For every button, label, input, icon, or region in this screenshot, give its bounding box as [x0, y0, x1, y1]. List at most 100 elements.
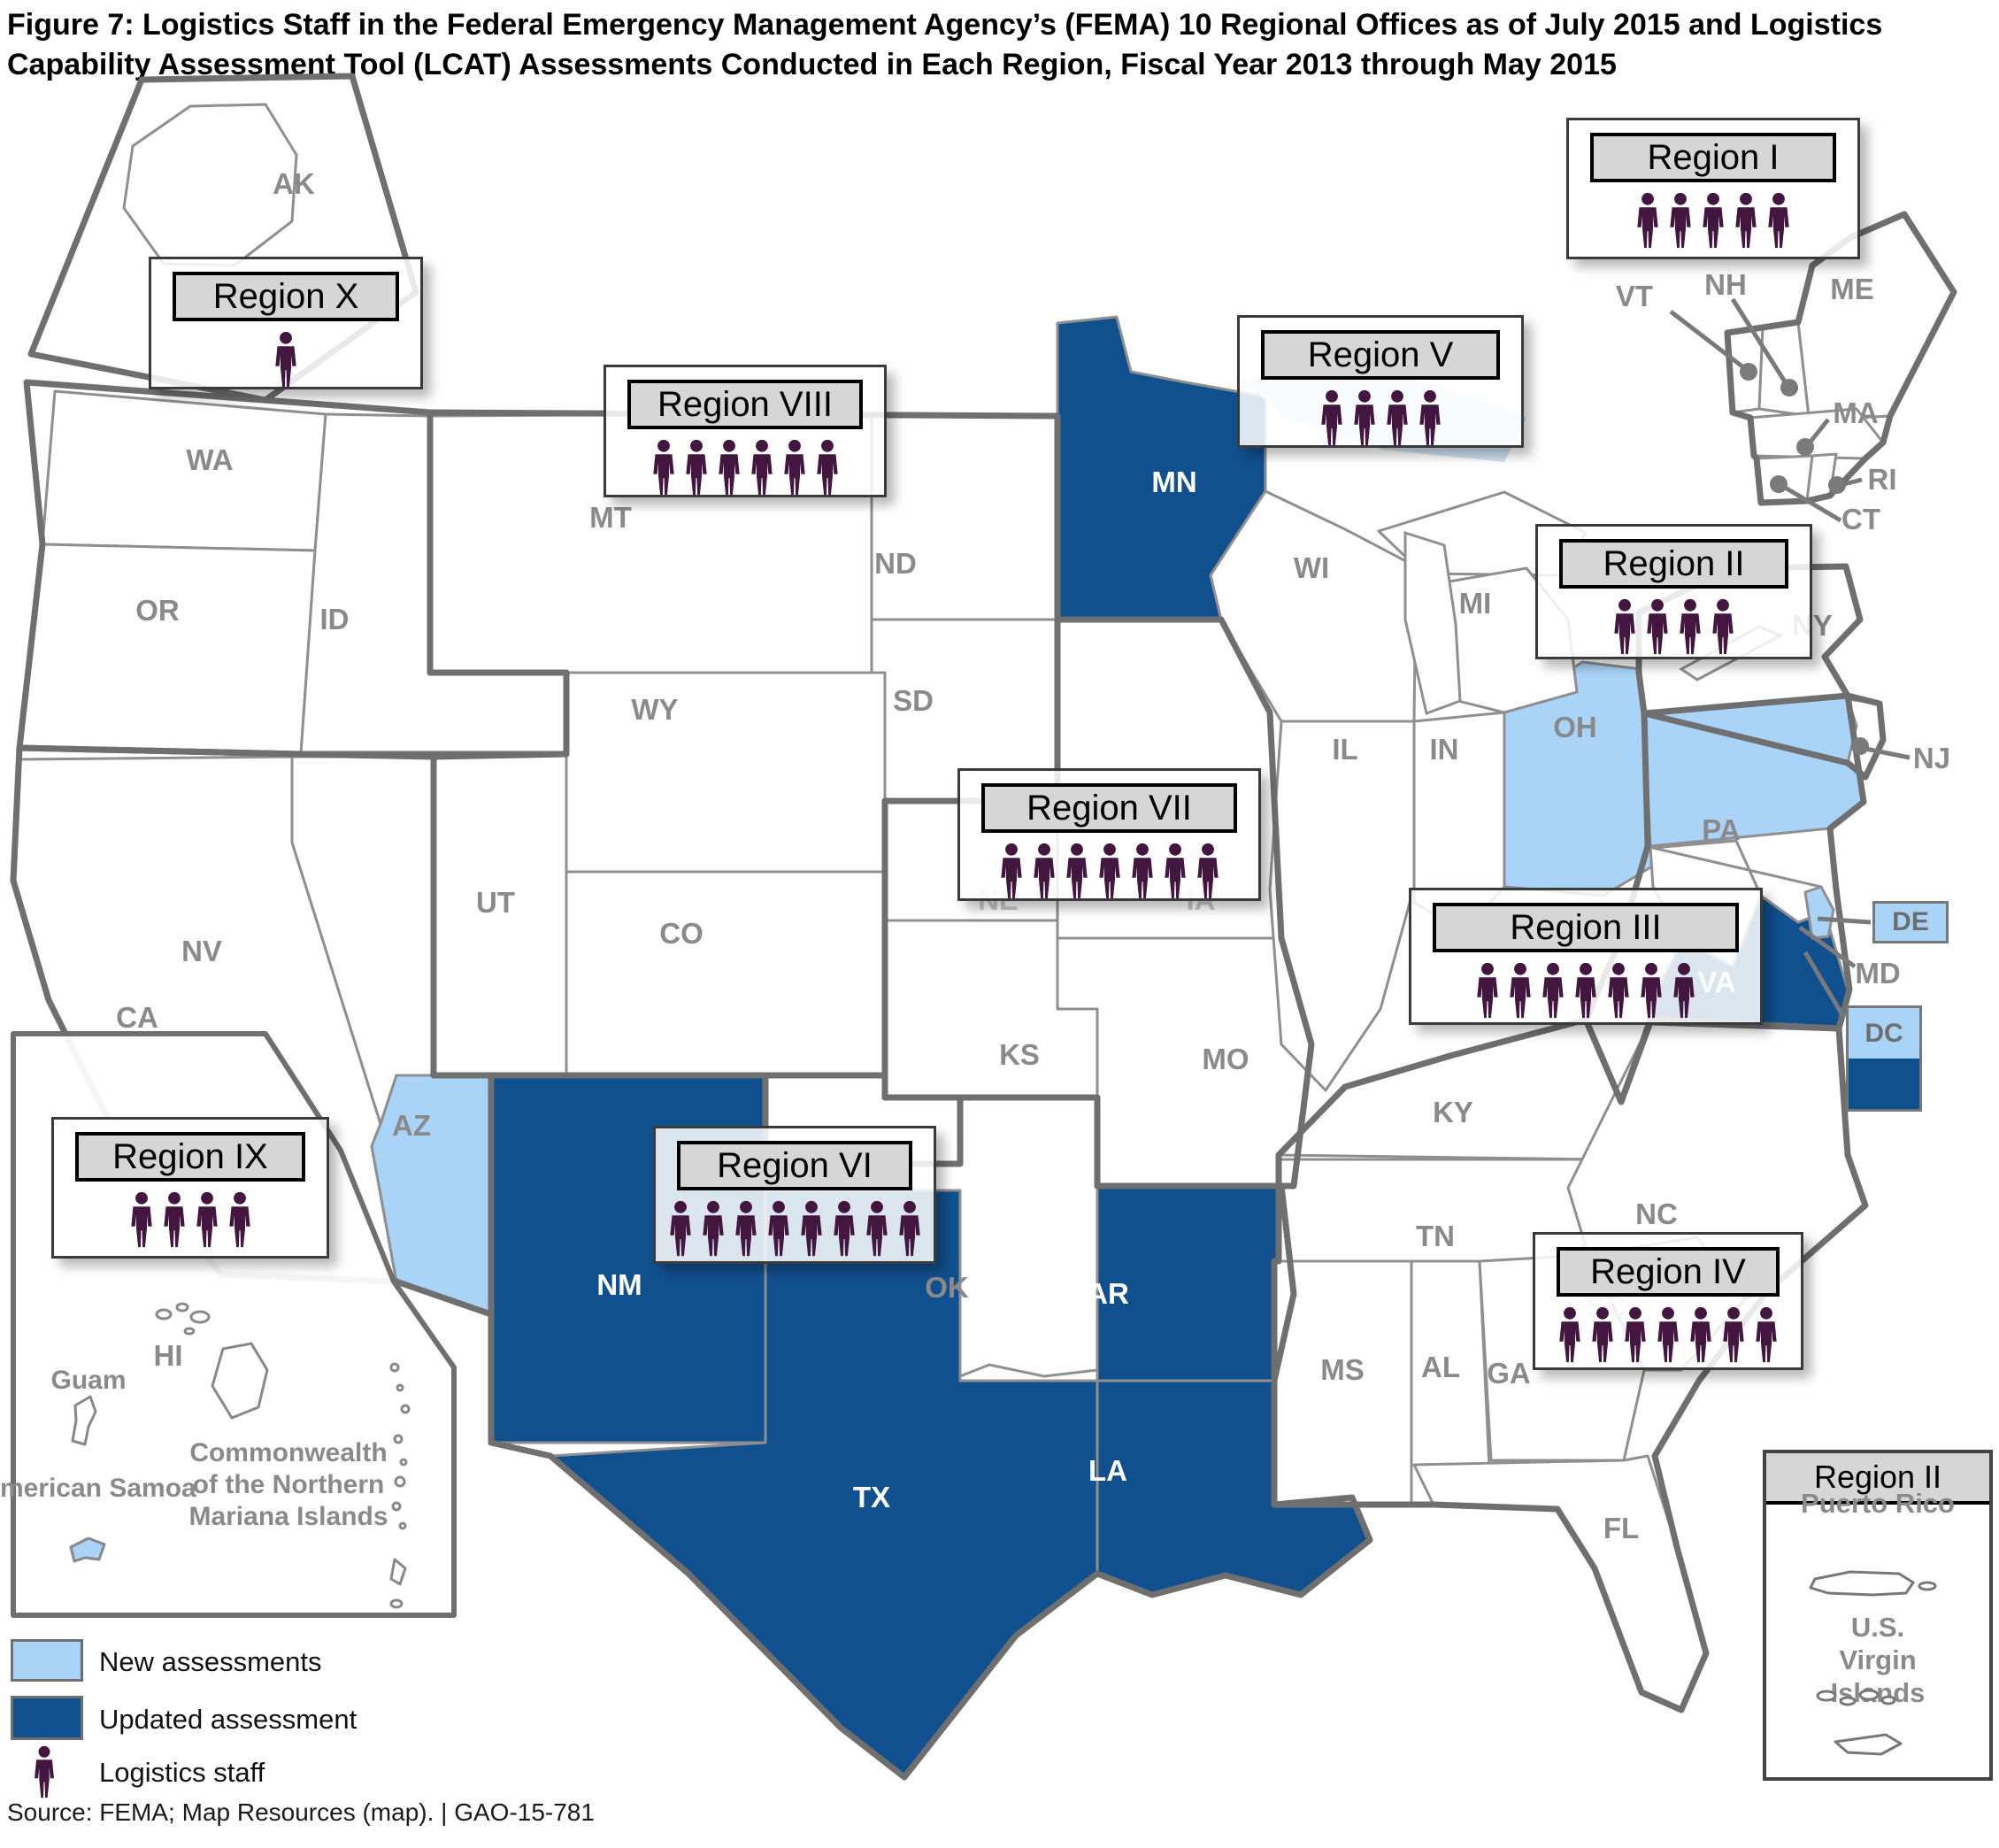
- staff-icons-row: [1557, 1306, 1780, 1363]
- state-label-al: AL: [1421, 1351, 1460, 1383]
- person-icon: [702, 1200, 724, 1257]
- person-icon: [898, 1200, 920, 1257]
- state-label-co: CO: [659, 917, 703, 950]
- state-label-la: LA: [1088, 1454, 1127, 1487]
- state-label-mi: MI: [1458, 587, 1492, 620]
- leader-dot: [1770, 475, 1788, 493]
- leader-dot: [1851, 737, 1869, 755]
- region-box-iii: Region III: [1409, 888, 1763, 1025]
- region-ii-outline: [1635, 563, 1887, 781]
- person-icon: [718, 439, 740, 496]
- tortola-island: [1858, 1689, 1880, 1701]
- leader-line: [1669, 310, 1749, 372]
- staff-icons-row: [1634, 192, 1792, 249]
- person-icon: [228, 1191, 250, 1248]
- territory-label-cnmi: Commonwealth of the Northern Mariana Isl…: [188, 1438, 388, 1531]
- region-box-x: Region X: [149, 257, 423, 389]
- hawaii-big-island: [211, 1342, 269, 1420]
- region-box-i: Region I: [1566, 118, 1860, 259]
- state-label-vt: VT: [1615, 280, 1654, 312]
- st-croix-island: [1834, 1733, 1903, 1756]
- source-line: Source: FEMA; Map Resources (map). | GAO…: [7, 1798, 595, 1826]
- state-label-tx: TX: [852, 1481, 891, 1513]
- state-label-nd: ND: [874, 547, 917, 580]
- person-icon: [669, 1200, 691, 1257]
- territory-label-guam: Guam: [50, 1366, 127, 1395]
- person-icon: [1670, 192, 1691, 249]
- region-box-vii: Region VII: [957, 768, 1261, 901]
- state-label-ut: UT: [476, 886, 515, 919]
- dc-new-half: DC: [1849, 1008, 1919, 1059]
- puerto-rico-label: Puerto Rico: [1801, 1488, 1955, 1519]
- dc-label: DC: [1864, 1018, 1903, 1048]
- person-icon: [816, 439, 838, 496]
- region-box-title: Region VI: [677, 1141, 912, 1190]
- lake-michigan: [1403, 530, 1462, 715]
- person-icon: [1164, 843, 1186, 899]
- de-label: DE: [1892, 907, 1929, 936]
- cnmi-island: [399, 1458, 408, 1467]
- staff-icons-row: [1474, 962, 1697, 1019]
- person-icon: [1735, 192, 1757, 249]
- leader-line: [1730, 297, 1790, 388]
- staff-icons-row: [1319, 389, 1443, 446]
- region-box-title: Region IV: [1557, 1247, 1780, 1297]
- state-label-me: ME: [1830, 273, 1874, 305]
- state-label-wa: WA: [186, 443, 234, 476]
- person-icon: [1673, 962, 1695, 1019]
- region-box-vi: Region VI: [653, 1126, 936, 1264]
- state-label-il: IL: [1332, 733, 1358, 766]
- region-box-viii: Region VIII: [604, 365, 887, 497]
- legend-label-updated: Updated assessment: [99, 1704, 358, 1735]
- state-label-fl: FL: [1603, 1512, 1640, 1544]
- state-label-id: ID: [319, 603, 350, 635]
- cnmi-island: [394, 1475, 406, 1488]
- person-icon: [1419, 389, 1441, 446]
- cnmi-island: [398, 1521, 407, 1530]
- person-icon: [750, 439, 773, 496]
- state-label-mn: MN: [1151, 466, 1197, 498]
- hawaii-island-small: [183, 1327, 196, 1336]
- leader-dot: [1780, 379, 1798, 397]
- person-icon: [1641, 962, 1662, 1019]
- staff-icons-row: [998, 843, 1221, 899]
- leader-dot: [1796, 438, 1814, 456]
- region-box-title: Region III: [1433, 903, 1739, 952]
- st-john-island: [1839, 1696, 1857, 1706]
- person-icon: [1756, 1306, 1777, 1363]
- hawaii-island-small: [155, 1308, 173, 1321]
- person-icon: [1768, 192, 1789, 249]
- alaska-inset-frame: [27, 73, 419, 404]
- leader-line: [1780, 483, 1842, 523]
- person-icon: [1510, 962, 1531, 1019]
- legend-label-new: New assessments: [99, 1646, 322, 1677]
- region-box-title: Region VII: [981, 783, 1237, 833]
- state-label-mo: MO: [1202, 1043, 1249, 1075]
- region-box-title: Region IX: [75, 1132, 305, 1182]
- person-icon: [767, 1200, 789, 1257]
- cnmi-island: [400, 1404, 411, 1414]
- person-icon: [1065, 843, 1088, 899]
- cnmi-island: [396, 1383, 404, 1392]
- person-icon: [1592, 1306, 1613, 1363]
- region-ix-outline: [10, 744, 495, 1318]
- person-icon: [1559, 1306, 1580, 1363]
- state-label-hi: HI: [153, 1339, 183, 1372]
- person-icon: [1637, 192, 1658, 249]
- person-icon: [783, 439, 805, 496]
- vieques-island: [1918, 1581, 1937, 1591]
- leader-line: [1864, 746, 1911, 760]
- person-icon: [163, 1191, 185, 1248]
- state-label-ar: AR: [1087, 1277, 1129, 1310]
- state-il: [1268, 720, 1416, 1092]
- person-icon: [1647, 598, 1668, 655]
- state-wy: [565, 671, 887, 874]
- state-label-wi: WI: [1293, 551, 1330, 584]
- cnmi-island: [393, 1434, 404, 1444]
- person-icon: [1690, 1306, 1711, 1363]
- cnmi-island: [389, 1362, 400, 1373]
- state-label-ok: OK: [925, 1271, 969, 1304]
- staff-icons-row: [128, 1191, 253, 1248]
- cnmi-island: [391, 1501, 402, 1512]
- person-icon: [833, 1200, 855, 1257]
